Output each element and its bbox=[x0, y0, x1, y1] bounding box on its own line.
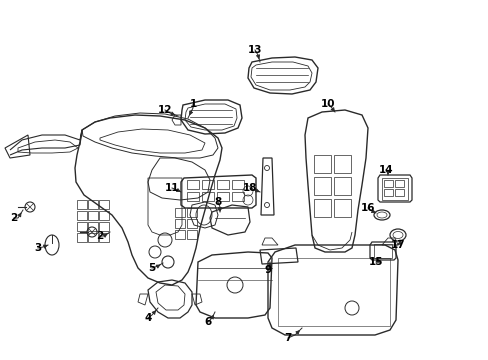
Bar bbox=[217, 180, 228, 189]
Text: 9: 9 bbox=[264, 265, 271, 275]
Bar bbox=[99, 233, 109, 242]
Text: 7: 7 bbox=[284, 333, 291, 343]
Text: 13: 13 bbox=[247, 45, 262, 55]
Text: 2: 2 bbox=[10, 213, 18, 223]
Text: 10: 10 bbox=[320, 99, 335, 109]
Bar bbox=[313, 177, 330, 195]
Text: 16: 16 bbox=[360, 203, 374, 213]
Bar bbox=[186, 180, 199, 189]
Bar bbox=[394, 189, 403, 196]
Bar bbox=[217, 192, 228, 201]
Bar bbox=[77, 222, 87, 231]
Bar bbox=[333, 199, 350, 217]
Text: 8: 8 bbox=[214, 197, 221, 207]
Text: 18: 18 bbox=[242, 183, 257, 193]
Bar bbox=[186, 230, 197, 239]
Bar bbox=[231, 180, 244, 189]
Text: 5: 5 bbox=[148, 263, 155, 273]
Bar bbox=[383, 180, 392, 187]
Bar bbox=[313, 155, 330, 173]
Bar bbox=[77, 200, 87, 209]
Text: 2: 2 bbox=[96, 231, 103, 241]
Bar bbox=[77, 211, 87, 220]
Bar bbox=[333, 177, 350, 195]
Bar bbox=[88, 233, 98, 242]
Bar bbox=[333, 155, 350, 173]
Bar bbox=[186, 219, 197, 228]
Bar bbox=[175, 230, 184, 239]
Bar bbox=[394, 180, 403, 187]
Text: 1: 1 bbox=[189, 99, 196, 109]
Text: 17: 17 bbox=[390, 240, 405, 250]
Bar bbox=[99, 222, 109, 231]
Bar bbox=[77, 233, 87, 242]
Text: 4: 4 bbox=[144, 313, 151, 323]
Bar bbox=[175, 208, 184, 217]
Bar bbox=[99, 211, 109, 220]
Text: 14: 14 bbox=[378, 165, 392, 175]
Text: 15: 15 bbox=[368, 257, 383, 267]
Bar bbox=[88, 222, 98, 231]
Bar bbox=[313, 199, 330, 217]
Bar bbox=[383, 189, 392, 196]
Text: 12: 12 bbox=[158, 105, 172, 115]
Bar bbox=[231, 192, 244, 201]
Bar bbox=[202, 192, 214, 201]
Bar bbox=[88, 211, 98, 220]
Bar bbox=[99, 200, 109, 209]
Bar bbox=[186, 208, 197, 217]
Bar bbox=[186, 192, 199, 201]
Text: 6: 6 bbox=[204, 317, 211, 327]
Bar bbox=[202, 180, 214, 189]
Bar bbox=[175, 219, 184, 228]
Text: 11: 11 bbox=[164, 183, 179, 193]
Bar bbox=[88, 200, 98, 209]
Text: 3: 3 bbox=[34, 243, 41, 253]
